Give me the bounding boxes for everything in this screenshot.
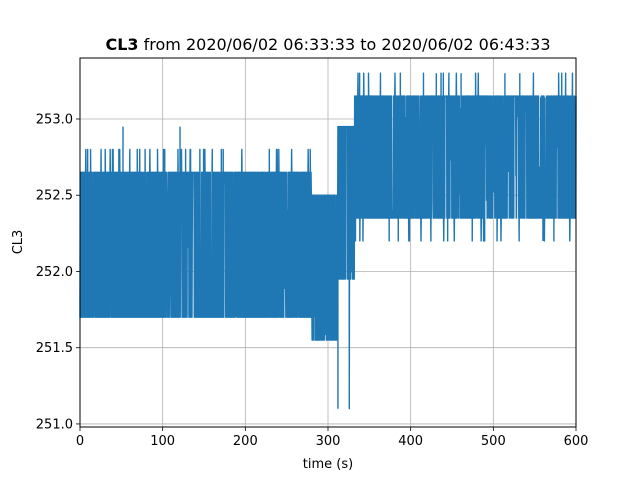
y-tick-label: 251.5 [36,341,73,356]
x-tick-label: 0 [76,434,84,449]
x-tick-label: 600 [564,434,589,449]
series-line [79,72,577,410]
x-axis-label: time (s) [303,457,353,472]
y-axis-label: CL3 [11,230,26,255]
y-tick-label: 251.0 [36,417,73,432]
y-tick-label: 252.5 [36,189,73,204]
chart-title-signal: CL3 [105,35,138,54]
x-tick-label: 500 [481,434,506,449]
x-tick-label: 200 [233,434,258,449]
x-tick-label: 300 [316,434,341,449]
x-axis: 0 100 200 300 400 500 600 [76,427,589,449]
x-tick-label: 100 [150,434,175,449]
y-tick-label: 253.0 [36,112,73,127]
chart-title: CL3 from 2020/06/02 06:33:33 to 2020/06/… [105,35,550,54]
y-tick-label: 252.0 [36,265,73,280]
plot-area [79,72,577,410]
chart-title-range: from 2020/06/02 06:33:33 to 2020/06/02 0… [139,35,551,54]
y-axis: 251.0 251.5 252.0 252.5 253.0 [36,112,80,432]
x-tick-label: 400 [398,434,423,449]
